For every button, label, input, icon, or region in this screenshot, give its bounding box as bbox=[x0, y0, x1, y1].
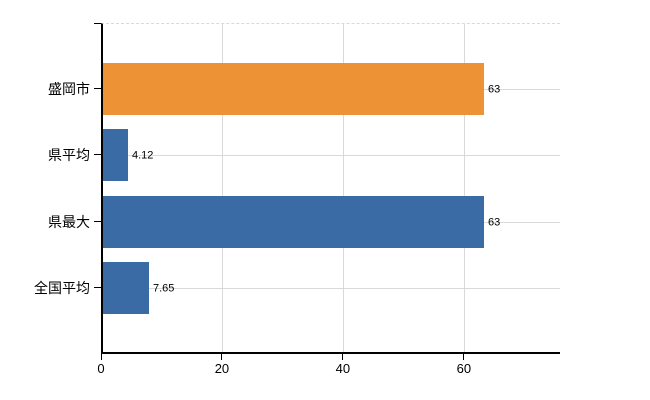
x-tick-label: 20 bbox=[214, 361, 230, 376]
y-axis-tick bbox=[94, 220, 101, 222]
y-axis-tick bbox=[94, 154, 101, 156]
bar bbox=[103, 261, 149, 314]
x-tick-label: 0 bbox=[97, 361, 105, 376]
y-axis-tick bbox=[94, 88, 101, 90]
y-axis-top-tick bbox=[94, 23, 101, 24]
x-axis-tick bbox=[220, 354, 222, 360]
value-label: 63 bbox=[488, 83, 501, 96]
vertical-gridline bbox=[463, 24, 465, 352]
value-label: 4.12 bbox=[132, 149, 154, 162]
category-label: 県平均 bbox=[48, 147, 90, 164]
plot-area: 63 4.12 63 7.65 bbox=[101, 23, 560, 354]
bar bbox=[103, 63, 484, 116]
x-tick-label: 60 bbox=[456, 361, 472, 376]
category-label: 全国平均 bbox=[34, 279, 90, 296]
x-axis-tick bbox=[101, 354, 102, 360]
bar bbox=[103, 195, 484, 248]
vertical-gridline bbox=[221, 24, 223, 352]
value-label: 7.65 bbox=[153, 282, 175, 295]
vertical-gridline bbox=[342, 24, 344, 352]
category-label: 盛岡市 bbox=[48, 81, 90, 98]
value-label: 63 bbox=[488, 216, 501, 229]
category-gridline bbox=[103, 287, 560, 289]
bar bbox=[103, 129, 128, 182]
x-axis-tick bbox=[462, 354, 464, 360]
category-label: 県最大 bbox=[48, 213, 90, 230]
category-gridline bbox=[103, 155, 560, 157]
y-axis-tick bbox=[94, 286, 101, 288]
x-tick-label: 40 bbox=[335, 361, 351, 376]
x-axis-tick bbox=[341, 354, 343, 360]
